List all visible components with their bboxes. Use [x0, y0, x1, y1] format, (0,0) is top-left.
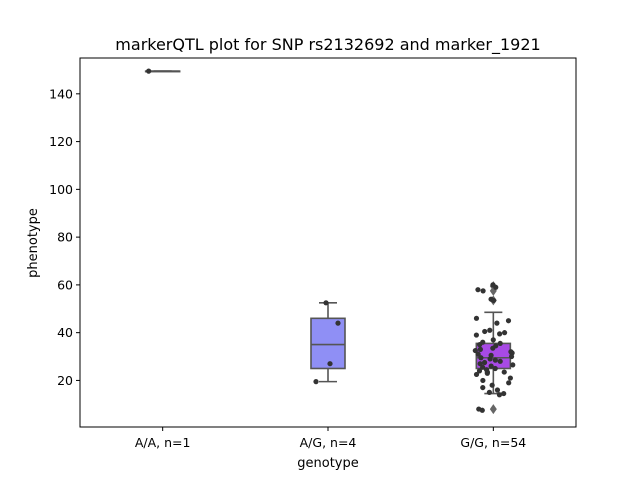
box-0	[144, 70, 181, 73]
data-point	[475, 351, 481, 357]
data-point	[492, 357, 498, 363]
x-tick-label: G/G, n=54	[460, 435, 526, 450]
data-point	[497, 358, 503, 364]
box-1	[310, 302, 346, 383]
data-point	[488, 363, 494, 369]
data-point	[480, 384, 486, 391]
data-point	[501, 390, 507, 397]
data-point	[501, 369, 507, 375]
x-tick-label: A/G, n=4	[300, 435, 357, 450]
data-point	[476, 368, 483, 374]
y-tick-label: 140	[49, 86, 73, 101]
data-point	[510, 362, 516, 368]
data-point	[335, 320, 341, 326]
y-tick-label: 20	[57, 373, 73, 388]
data-point	[477, 346, 483, 352]
data-point	[494, 387, 501, 393]
y-axis: 20 40 60 80 100 120 140	[49, 86, 80, 388]
y-tick-label: 100	[49, 182, 73, 197]
data-point	[481, 359, 488, 366]
data-point	[480, 377, 486, 384]
y-tick-label: 40	[57, 325, 73, 340]
data-point	[490, 297, 497, 304]
data-point	[484, 370, 490, 376]
y-tick-label: 80	[57, 230, 73, 245]
data-point	[497, 331, 503, 337]
box-body	[310, 317, 346, 370]
data-point	[501, 330, 508, 336]
data-point	[478, 355, 484, 361]
data-point	[146, 68, 152, 74]
data-point	[327, 361, 333, 367]
data-point	[497, 340, 503, 347]
data-point	[313, 379, 319, 385]
data-point	[493, 284, 499, 290]
y-axis-label: phenotype	[26, 208, 41, 278]
data-point	[479, 407, 485, 413]
point-group	[146, 68, 516, 413]
data-point	[489, 382, 495, 388]
data-point	[487, 327, 493, 333]
outlier-marker	[489, 404, 497, 415]
data-point	[473, 315, 480, 321]
data-point	[490, 337, 496, 343]
data-point	[507, 375, 513, 381]
x-axis-label: genotype	[297, 456, 358, 471]
data-point	[490, 345, 496, 351]
data-point	[473, 371, 480, 378]
data-point	[477, 342, 483, 348]
data-point	[486, 389, 493, 395]
data-point	[492, 365, 498, 372]
data-point	[505, 318, 512, 324]
chart-title: markerQTL plot for SNP rs2132692 and mar…	[115, 35, 540, 55]
x-axis: A/A, n=1 A/G, n=4 G/G, n=54	[135, 427, 526, 450]
data-point	[480, 288, 486, 294]
x-tick-label: A/A, n=1	[135, 435, 191, 450]
data-point	[494, 320, 500, 326]
data-point	[472, 347, 478, 354]
y-tick-label: 60	[57, 277, 73, 292]
data-point	[473, 332, 479, 338]
data-point	[482, 328, 488, 335]
data-point	[323, 300, 329, 306]
data-point	[480, 364, 486, 370]
data-point	[506, 380, 512, 386]
data-point	[487, 356, 493, 362]
data-point	[496, 392, 503, 398]
y-tick-label: 120	[49, 134, 73, 149]
data-point	[508, 353, 515, 360]
data-point	[475, 287, 481, 293]
